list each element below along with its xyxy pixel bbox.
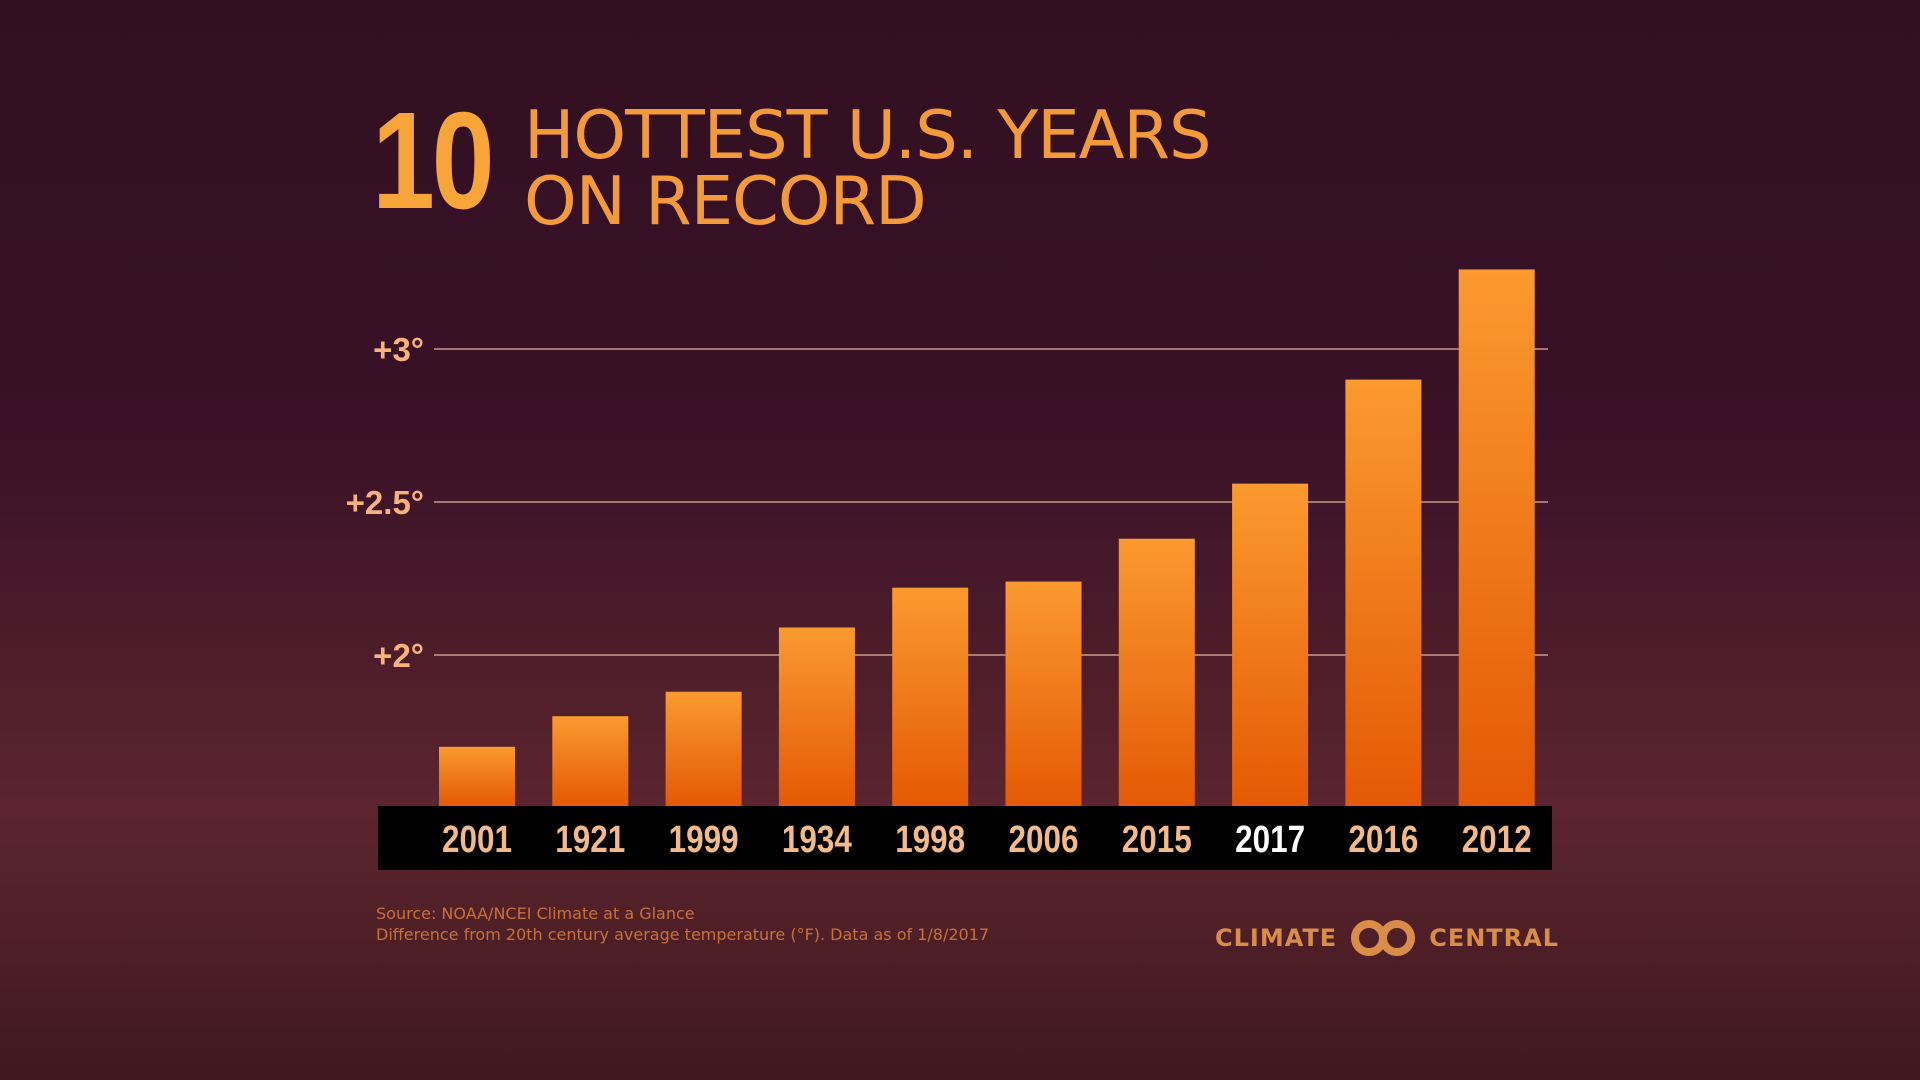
y-tick-label: +2.5° bbox=[346, 484, 424, 521]
x-tick-label-2006: 2006 bbox=[1009, 819, 1079, 861]
source-line-2: Difference from 20th century average tem… bbox=[376, 925, 990, 944]
source-note: Source: NOAA/NCEI Climate at a Glance Di… bbox=[376, 903, 989, 945]
x-tick-label-1999: 1999 bbox=[669, 819, 739, 861]
bar-1921 bbox=[552, 716, 629, 806]
bar-2016 bbox=[1345, 379, 1422, 806]
y-tick-label: +2° bbox=[373, 637, 424, 674]
linked-rings-icon bbox=[1351, 920, 1416, 956]
x-tick-label-1998: 1998 bbox=[895, 819, 965, 861]
chart-title: HOTTEST U.S. YEARS ON RECORD bbox=[524, 96, 1212, 240]
bar-1934 bbox=[778, 627, 855, 806]
logo-text-right: CENTRAL bbox=[1429, 924, 1560, 952]
title-number: 10 bbox=[372, 84, 495, 238]
x-tick-label-2001: 2001 bbox=[442, 819, 512, 861]
bar-2006 bbox=[1005, 581, 1082, 806]
x-tick-label-2016: 2016 bbox=[1348, 819, 1418, 861]
x-tick-label-1921: 1921 bbox=[555, 819, 625, 861]
title-line-1: HOTTEST U.S. YEARS bbox=[524, 96, 1212, 174]
x-tick-label-2015: 2015 bbox=[1122, 819, 1192, 861]
bar-2001 bbox=[439, 746, 515, 806]
bars bbox=[439, 269, 1535, 806]
x-tick-labels: 2001 1921 1999 1934 1998 2006 2015 2017 2016 2012 bbox=[442, 819, 1532, 861]
title-line-2: ON RECORD bbox=[524, 162, 927, 240]
x-tick-label-2012: 2012 bbox=[1462, 819, 1532, 861]
logo-text-left: CLIMATE bbox=[1215, 924, 1338, 952]
bar-1999 bbox=[665, 691, 742, 806]
y-tick-label: +3° bbox=[373, 331, 424, 368]
x-tick-label-2017: 2017 bbox=[1235, 819, 1305, 861]
climate-central-logo: CLIMATE CENTRAL bbox=[1215, 918, 1559, 958]
bar-2012 bbox=[1458, 269, 1535, 806]
y-tick-labels: +2° +2.5° +3° bbox=[346, 331, 424, 674]
bar-2017 bbox=[1232, 483, 1309, 806]
bar-1998 bbox=[892, 587, 969, 806]
source-line-1: Source: NOAA/NCEI Climate at a Glance bbox=[376, 904, 695, 923]
x-axis-band bbox=[378, 806, 1552, 870]
bar-2015 bbox=[1118, 538, 1195, 806]
x-tick-label-1934: 1934 bbox=[782, 819, 852, 861]
